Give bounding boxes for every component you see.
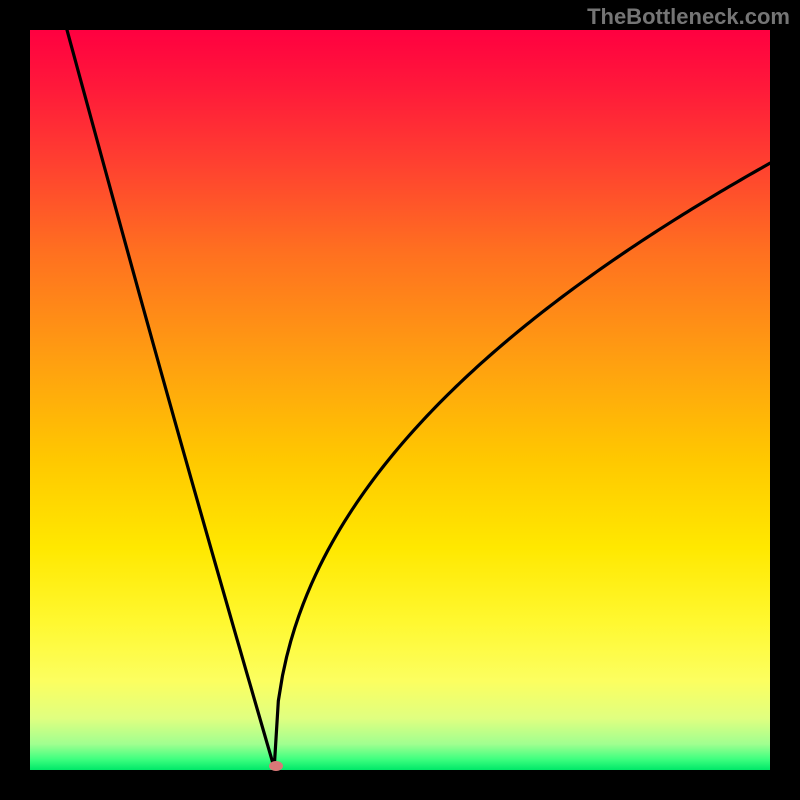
- chart-container: TheBottleneck.com: [0, 0, 800, 800]
- watermark-text: TheBottleneck.com: [587, 4, 790, 30]
- minimum-marker: [269, 761, 283, 771]
- curve-path: [67, 30, 770, 768]
- bottleneck-curve: [30, 30, 770, 770]
- plot-area: [30, 30, 770, 770]
